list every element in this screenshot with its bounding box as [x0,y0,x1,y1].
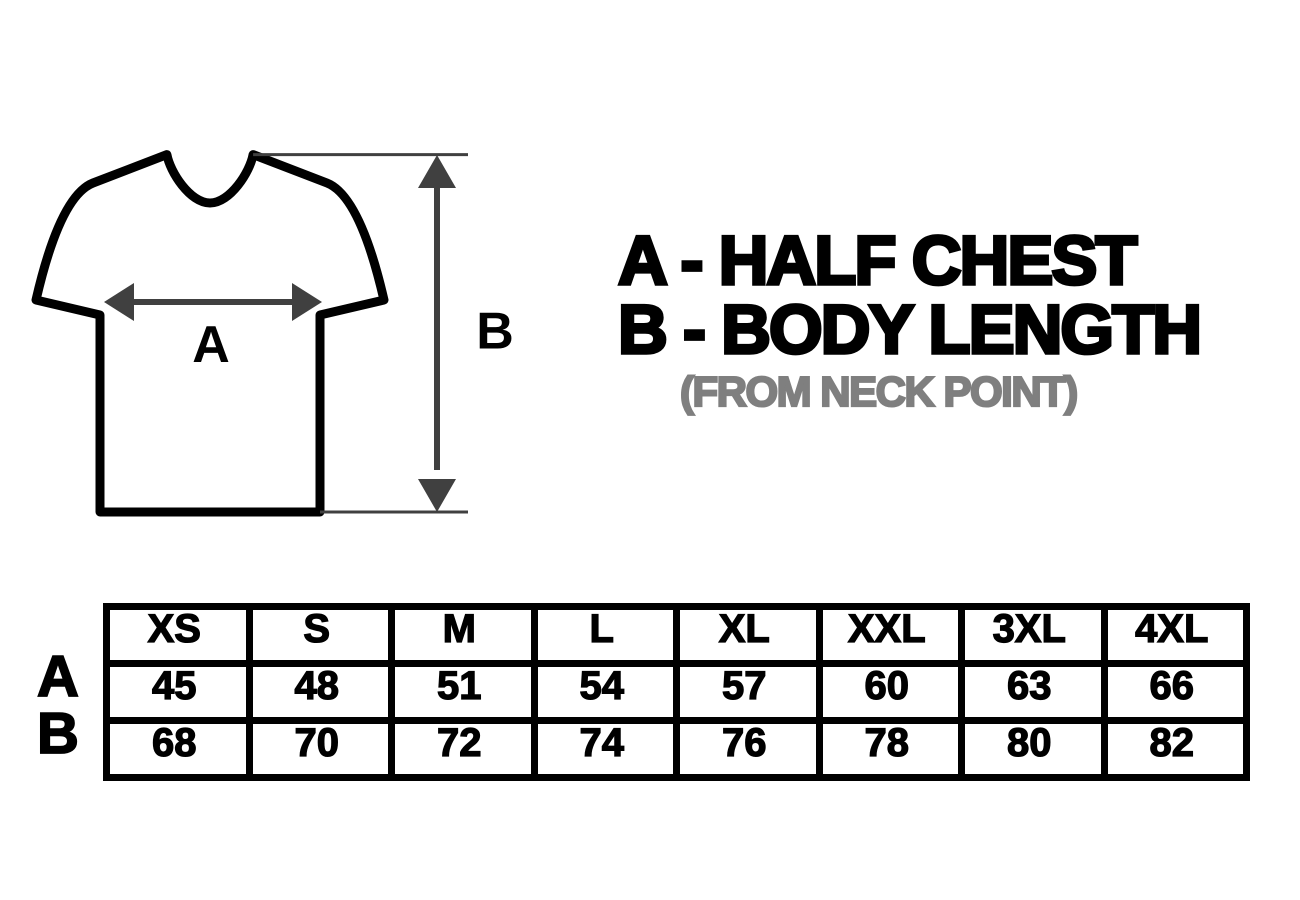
svg-text:B: B [476,303,514,361]
svg-text:A: A [192,316,230,374]
svg-text:B: B [37,701,79,766]
svg-text:(FROM NECK POINT): (FROM NECK POINT) [680,368,1077,415]
svg-text:A - HALF CHEST: A - HALF CHEST [618,222,1137,299]
svg-text:A: A [37,644,79,709]
svg-text:B - BODY LENGTH: B - BODY LENGTH [618,291,1200,368]
